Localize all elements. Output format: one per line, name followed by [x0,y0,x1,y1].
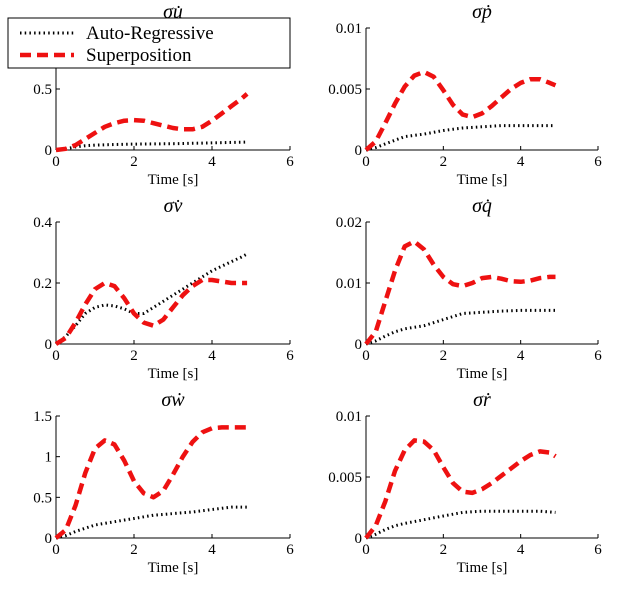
x-tick-label: 6 [286,542,294,558]
subplot-title: σṗ [472,1,492,23]
x-tick-label: 6 [286,154,294,170]
subplot-5: 0 2 4 6 0 0.5 1 1.5 Time [s] σẇ [33,389,294,576]
series-line-superposition [364,438,557,540]
y-tick-label: 0.2 [33,276,52,292]
x-tick-label: 4 [208,348,216,364]
y-tick-label: 0.005 [328,470,362,486]
x-axis-label: Time [s] [148,560,199,576]
series-line-auto-regressive [365,509,556,540]
x-tick-label: 6 [594,154,602,170]
series-line-auto-regressive [365,308,556,346]
series-line-superposition [364,69,557,152]
x-tick-label: 6 [286,348,294,364]
x-axis-label: Time [s] [457,172,508,188]
y-tick-label: 0.4 [33,215,52,231]
x-tick-label: 2 [130,348,138,364]
subplot-title: σq̇ [472,195,492,217]
y-tick-label: 0.02 [336,215,362,231]
y-tick-label: 0 [45,143,53,159]
y-tick-label: 0 [355,531,363,547]
x-tick-label: 4 [208,154,216,170]
legend-label: Superposition [86,45,192,66]
series-line-auto-regressive [55,140,248,152]
x-tick-label: 4 [208,542,216,558]
subplot-6: 0 2 4 6 0 0.005 0.01 Time [s] σṙ [328,389,602,576]
subplot-title: σẇ [161,389,185,411]
x-tick-label: 4 [517,348,525,364]
y-tick-label: 0 [355,337,363,353]
series-line-auto-regressive [365,124,556,152]
y-tick-label: 0 [355,143,363,159]
x-tick-label: 0 [362,348,370,364]
x-tick-label: 0 [52,348,60,364]
y-tick-label: 0.5 [33,490,52,506]
x-tick-label: 0 [52,154,60,170]
subplot-title: σṙ [473,389,491,411]
x-axis-label: Time [s] [457,366,508,382]
subplot-2: 0 2 4 6 0 0.005 0.01 Time [s] σṗ [328,1,602,188]
y-tick-label: 1 [45,450,53,466]
x-tick-label: 6 [594,348,602,364]
legend-box [7,17,291,69]
y-tick-label: 1.5 [33,409,52,425]
subplot-4: 0 2 4 6 0 0.01 0.02 Time [s] σq̇ [336,195,603,382]
y-tick-label: 0.005 [328,82,362,98]
y-tick-label: 0.01 [336,21,362,37]
series-line-superposition [55,92,249,153]
legend-label: Auto-Regressive [86,23,214,44]
subplot-title: σv̇ [164,195,183,217]
subplot-3: 0 2 4 6 0 0.2 0.4 Time [s] σv̇ [33,195,294,382]
y-tick-label: 0 [45,531,53,547]
x-tick-label: 2 [130,154,138,170]
series-line-superposition [364,239,556,346]
x-tick-label: 0 [362,154,370,170]
x-tick-label: 4 [517,542,525,558]
x-axis-label: Time [s] [148,366,199,382]
y-tick-label: 0 [45,337,53,353]
x-axis-label: Time [s] [148,172,199,188]
x-axis-label: Time [s] [457,560,508,576]
y-tick-label: 0.01 [336,276,362,292]
y-tick-label: 0.01 [336,409,362,425]
x-tick-label: 2 [440,542,448,558]
series-line-auto-regressive [55,252,248,346]
x-tick-label: 6 [594,542,602,558]
x-tick-label: 2 [440,154,448,170]
x-tick-label: 0 [52,542,60,558]
x-tick-label: 2 [130,542,138,558]
y-tick-label: 0.5 [33,82,52,98]
series-line-auto-regressive [55,505,248,540]
x-tick-label: 0 [362,542,370,558]
series-line-superposition [54,425,248,540]
x-tick-label: 4 [517,154,525,170]
x-tick-label: 2 [440,348,448,364]
series-line-superposition [54,277,248,346]
